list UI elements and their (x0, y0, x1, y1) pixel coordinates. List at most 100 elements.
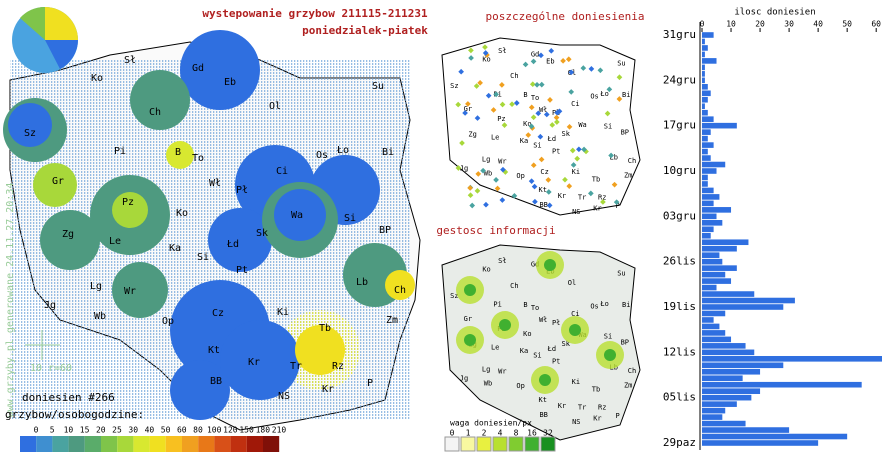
report-dot (574, 155, 581, 162)
report-dot (538, 52, 544, 59)
region-label: Wb (94, 311, 106, 322)
report-dot (597, 67, 604, 74)
report-dot (534, 81, 540, 88)
legend-swatch (263, 436, 280, 452)
region-label: Ka (520, 347, 528, 355)
weight-title: waga doniesien/px (450, 419, 532, 428)
reports-title: poszczególne doniesienia (486, 10, 645, 23)
region-label: Su (617, 269, 625, 277)
region-label: Su (372, 81, 384, 92)
legend-label: 80 (193, 426, 203, 435)
report-dot (576, 146, 582, 153)
bar (702, 433, 848, 440)
density-spot (539, 374, 551, 386)
density-title: gestosc informacji (436, 224, 555, 237)
report-dot (469, 202, 476, 209)
legend-label: 150 (239, 426, 254, 435)
report-dot (525, 132, 532, 138)
weight-label: 8 (514, 429, 519, 438)
report-dot (500, 166, 506, 173)
bar (702, 271, 726, 278)
weight-label: 2 (482, 429, 487, 438)
region-label: Rz (598, 404, 606, 412)
density-map (441, 244, 641, 441)
subtitle: poniedzialek-piatek (302, 24, 428, 37)
y-tick-label: 05lis (663, 391, 696, 404)
region-label: Sł (498, 257, 506, 265)
report-dot (467, 192, 474, 199)
report-dot (477, 79, 483, 86)
weight-swatch (476, 436, 492, 452)
region-label: B (523, 91, 527, 99)
region-label: Ko (523, 330, 531, 338)
y-tick-label: 24gru (663, 73, 696, 86)
report-dot (569, 147, 576, 154)
region-label: Os (316, 150, 328, 161)
report-dot (474, 188, 481, 194)
region-label: Le (491, 344, 499, 352)
region-label: Ci (571, 310, 579, 318)
report-dot (608, 152, 614, 159)
density-spot (464, 334, 476, 346)
region-label: Zm (624, 172, 632, 180)
region-label: Ło (599, 90, 608, 98)
region-label: Tb (592, 175, 600, 183)
report-dot (493, 177, 499, 183)
report-dot (545, 177, 552, 183)
region-label: BB (210, 376, 222, 387)
weight-swatch (524, 436, 540, 452)
report-dot (547, 97, 553, 103)
region-label: Pi (493, 300, 501, 308)
report-dot (604, 110, 611, 117)
region-label: Lg (482, 365, 490, 373)
report-dot (556, 108, 563, 115)
region-label: Tr (578, 194, 586, 202)
report-dot (616, 74, 623, 81)
bar (702, 220, 723, 226)
weight-swatch (444, 436, 460, 452)
bar (702, 96, 708, 103)
legend-label: 60 (177, 426, 187, 435)
report-dot (562, 176, 568, 183)
region-label: Le (491, 134, 499, 142)
report-dot (530, 114, 537, 121)
bar (702, 349, 755, 356)
region-label: Ko (523, 120, 531, 128)
bar (702, 129, 711, 135)
legend-title: grzybow/osobogodzine: (5, 408, 144, 421)
region-label: Pł (552, 319, 560, 327)
region-label: Tr (578, 404, 586, 412)
legend-swatch (246, 436, 263, 452)
legend-label: 180 (256, 426, 271, 435)
region-label: Gr (464, 315, 472, 323)
bar (702, 51, 705, 58)
region-label: Tb (319, 323, 331, 334)
region-label: Kt (208, 345, 220, 356)
region-label: Wł (539, 106, 547, 114)
weight-label: 32 (543, 429, 553, 438)
y-tick-label: 19lis (663, 300, 696, 313)
region-label: Wb (484, 380, 492, 388)
region-label: Tr (290, 361, 302, 372)
region-label: Bi (382, 147, 394, 158)
region-label: Si (533, 141, 541, 149)
report-dot (560, 57, 566, 64)
legend-swatch (165, 436, 182, 452)
region-label: Wa (291, 210, 303, 221)
region-label: Sł (498, 47, 506, 55)
report-dot (581, 146, 587, 153)
report-dot (532, 198, 538, 205)
region-label: Kr (593, 415, 601, 423)
bar (702, 317, 714, 323)
region-label: Sk (562, 130, 571, 138)
region-label: Ki (277, 307, 289, 318)
x-tick-label: 10 (726, 20, 736, 29)
report-dot (600, 199, 606, 205)
region-label: Si (197, 252, 209, 263)
bar (702, 174, 708, 181)
bar (702, 135, 708, 142)
region-label: Ki (572, 378, 580, 386)
bar (702, 239, 749, 246)
region-label: BP (379, 225, 391, 236)
